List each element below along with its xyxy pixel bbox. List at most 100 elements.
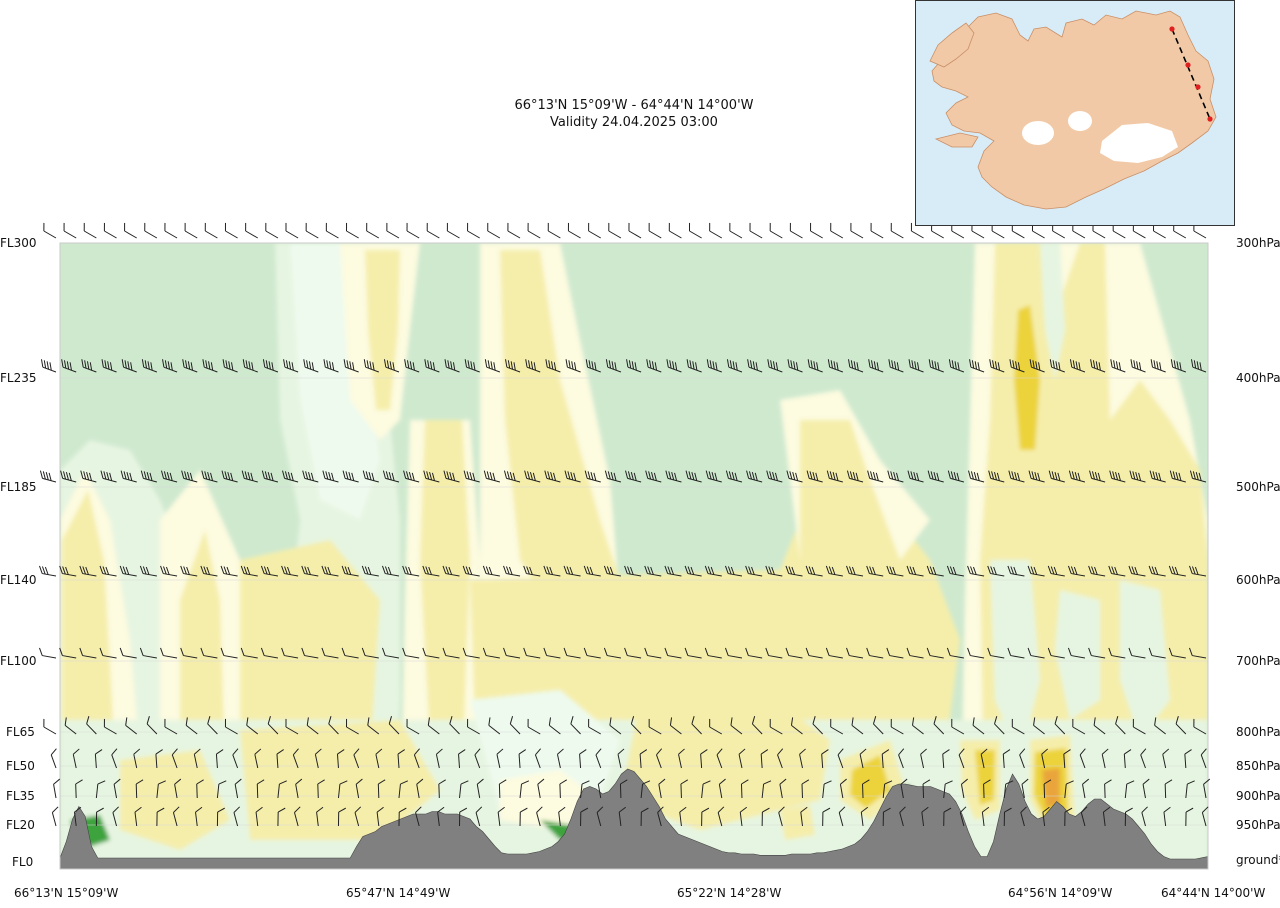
wind-barb (80, 470, 97, 483)
wind-barb (718, 778, 726, 799)
validity-label: Validity 24.04.2025 03:00 (550, 115, 718, 130)
wind-barb (822, 807, 831, 827)
wind-barb (341, 647, 359, 659)
iceland-landmass (931, 10, 1217, 210)
wind-barb (888, 359, 904, 373)
wind-barb (1007, 647, 1025, 659)
wind-barb (785, 647, 803, 659)
wind-barb (523, 565, 541, 577)
wind-barb (94, 749, 103, 769)
wind-barbs (39, 222, 1211, 827)
wind-barb (221, 470, 238, 483)
wind-barb (597, 778, 605, 799)
wind-barb (1129, 470, 1146, 483)
glacier-central (1068, 111, 1092, 131)
wind-barb (548, 717, 561, 735)
wind-barb (685, 470, 702, 483)
wind-barb (1124, 807, 1133, 827)
fl-label: FL300 (0, 236, 37, 250)
wind-barb (336, 749, 345, 769)
wind-barb (912, 717, 924, 735)
wind-barb (866, 565, 884, 577)
wind-barb (900, 778, 908, 799)
wind-barb (427, 717, 440, 735)
wind-barb (1189, 470, 1207, 483)
wind-barb (519, 780, 530, 799)
wind-barb (543, 565, 561, 577)
wind-barb (382, 647, 400, 659)
wind-barb (656, 748, 663, 769)
wind-barb (306, 717, 319, 735)
wind-barb (443, 470, 460, 483)
wind-barb (839, 778, 847, 799)
route-label: 66°13'N 15°09'W - 64°44'N 14°00'W (514, 98, 754, 113)
wind-barb (1063, 749, 1071, 769)
wind-barb (241, 470, 258, 483)
wind-barb (196, 779, 204, 799)
wind-barb (160, 647, 178, 659)
wind-barb (947, 470, 965, 483)
wind-barb (216, 780, 227, 799)
wind-barb (388, 716, 400, 735)
wind-barb (1104, 779, 1112, 799)
wind-barb (740, 779, 749, 799)
wind-barb (825, 647, 843, 659)
wind-barb (1064, 807, 1073, 827)
wind-barb (317, 779, 325, 799)
wind-barb (994, 716, 1005, 735)
wind-barb (1184, 749, 1192, 769)
wind-barb (1011, 718, 1025, 735)
wind-barb (882, 780, 893, 799)
terrain-profile (60, 768, 1208, 869)
wind-barb (765, 565, 783, 577)
wind-barb (99, 647, 117, 659)
wind-barb (1082, 778, 1090, 799)
wind-barb (1108, 647, 1126, 659)
wind-barb (174, 778, 182, 799)
wind-barb (658, 778, 666, 799)
wind-barb (488, 717, 501, 735)
route-start-marker (1169, 26, 1175, 32)
wind-barb (790, 717, 803, 735)
wind-barb (588, 222, 601, 239)
wind-barb (458, 749, 466, 769)
wind-barb (625, 470, 642, 483)
wind-barb (160, 470, 178, 483)
wind-barb (322, 470, 339, 483)
wind-barb (830, 222, 844, 239)
wind-barb (99, 565, 117, 577)
pressure-label: 900hPa (1236, 789, 1280, 803)
wind-barb (665, 470, 682, 483)
wind-barb (220, 565, 238, 577)
wind-barb (283, 359, 299, 373)
wind-barb (281, 565, 299, 577)
wind-barb (958, 748, 965, 769)
wind-barb (285, 718, 299, 735)
wind-barb (262, 359, 279, 373)
wind-barb (73, 806, 82, 827)
wind-barb (234, 778, 242, 799)
wind-barb (240, 565, 258, 577)
wind-barb (729, 222, 743, 239)
wind-barb (680, 779, 689, 799)
wind-barb (946, 565, 964, 577)
wind-barb (821, 749, 829, 769)
wind-barb (375, 748, 383, 769)
wind-barb (585, 359, 601, 373)
wind-barb (691, 716, 702, 735)
wind-barb (314, 748, 322, 769)
wind-barb (1130, 359, 1146, 373)
wind-barb (422, 565, 440, 577)
wind-barb (1067, 565, 1086, 577)
wind-barb (826, 470, 843, 483)
wind-barb (406, 222, 420, 239)
wind-barb (787, 359, 803, 373)
wind-barb (846, 565, 864, 577)
wind-barb (40, 359, 57, 373)
wind-barb (254, 748, 262, 769)
wind-barb (969, 359, 985, 373)
wind-barb (1168, 647, 1186, 659)
wind-barb (827, 359, 844, 373)
wind-barb (988, 470, 1005, 483)
